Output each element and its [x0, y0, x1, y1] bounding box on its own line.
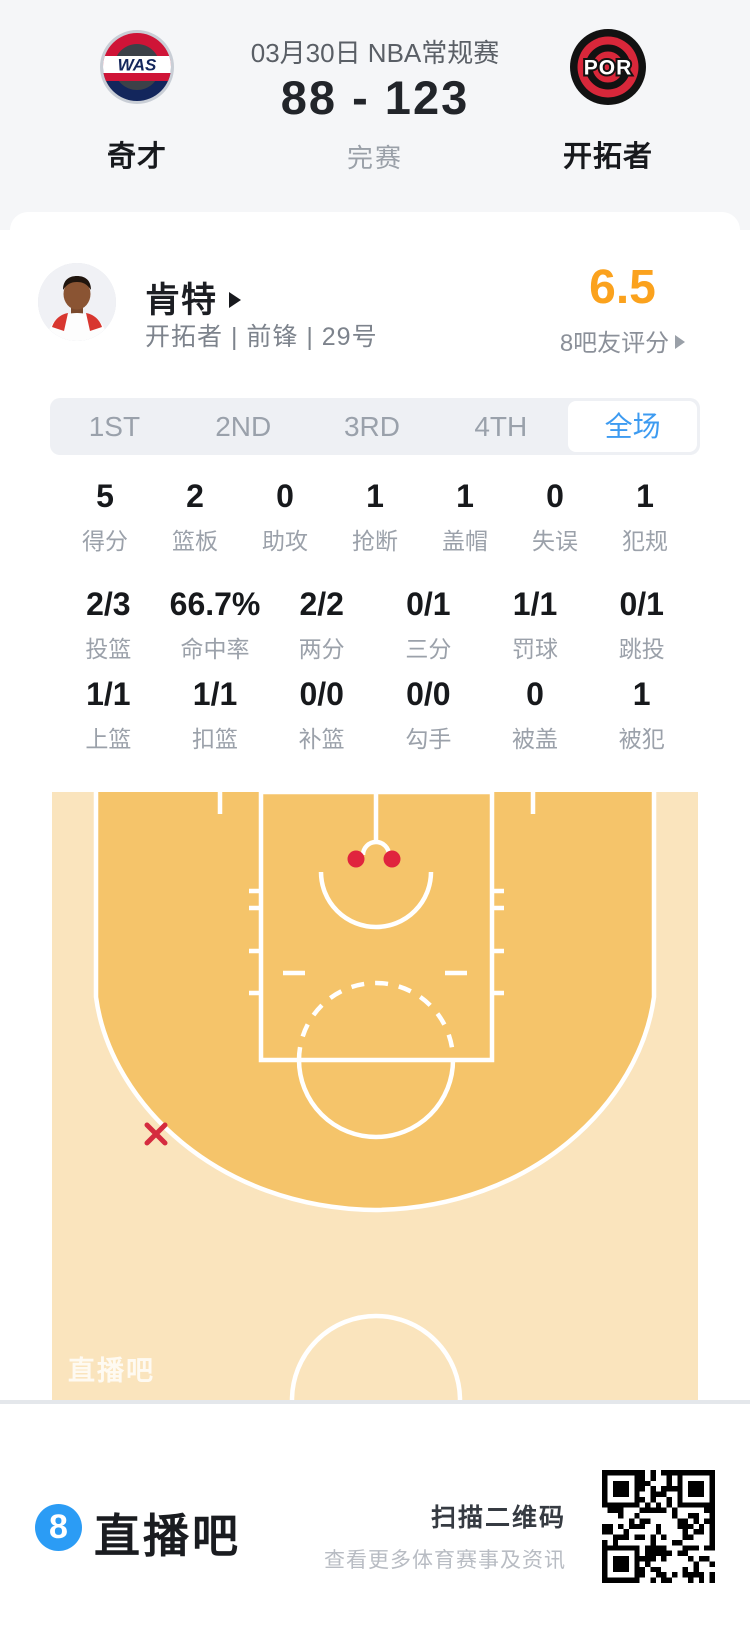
- stat-jumper: 0/1 跳投: [618, 586, 665, 662]
- stat-assists: 0 助攻: [262, 478, 308, 554]
- player-rating-block[interactable]: 6.5 8吧友评分: [535, 264, 710, 358]
- stat-hook: 0/0 勾手: [405, 676, 452, 752]
- brand-name: 直播吧: [94, 1510, 241, 1562]
- tab-full-game[interactable]: 全场: [568, 401, 697, 452]
- team-away[interactable]: POR 开拓者: [548, 29, 668, 175]
- stat-blocks: 1 盖帽: [442, 478, 488, 554]
- stat-3pt: 0/1 三分: [405, 586, 452, 662]
- stat-ft: 1/1 罚球: [512, 586, 559, 662]
- shot-chart: 直播吧: [52, 792, 698, 1400]
- rating-value: 6.5: [589, 261, 656, 314]
- court-svg: [52, 792, 698, 1400]
- blazers-logo-icon: POR: [570, 29, 646, 105]
- expand-arrow-icon: [229, 291, 242, 308]
- stats-row-basic: 5 得分 2 篮板 0 助攻 1 抢断 1 盖帽 0 失误 1 犯规: [60, 478, 690, 556]
- wizards-logo-icon: WAS: [100, 30, 174, 104]
- match-score: 88 - 123: [280, 71, 470, 124]
- tab-1st[interactable]: 1ST: [88, 411, 141, 442]
- court-watermark: 直播吧: [68, 1356, 155, 1386]
- stat-turnovers: 0 失误: [532, 478, 578, 554]
- stat-rebounds: 2 篮板: [172, 478, 218, 554]
- stat-putback: 0/0 补篮: [298, 676, 345, 752]
- rating-caption: 8吧友评分: [535, 323, 710, 358]
- more-arrow-icon: [675, 334, 686, 349]
- qr-title: 扫描二维码: [430, 1504, 566, 1532]
- match-date: 03月30日 NBA常规赛: [250, 38, 500, 68]
- stats-row-shooting: 2/3 投篮 66.7% 命中率 2/2 两分 0/1 三分 1/1 罚球 0/1 跳投: [55, 586, 695, 664]
- stat-fg: 2/3 投篮: [85, 586, 132, 662]
- stat-points: 5 得分: [82, 478, 128, 554]
- zhibo8-logo-icon: 8: [35, 1504, 82, 1551]
- player-avatar[interactable]: [38, 263, 116, 341]
- qr-subtitle: 查看更多体育赛事及资讯: [324, 1549, 566, 1572]
- quarter-tabs: 1ST 2ND 3RD 4TH 全场: [50, 398, 700, 455]
- footer-divider: [0, 1400, 750, 1404]
- player-name: 肯特: [145, 281, 218, 320]
- stat-blocked: 0 被盖: [512, 676, 559, 752]
- team-home[interactable]: WAS 奇才: [77, 29, 197, 175]
- team-away-name: 开拓者: [562, 141, 653, 173]
- qr-caption: 扫描二维码 查看更多体育赛事及资讯: [324, 1498, 566, 1574]
- tab-4th[interactable]: 4TH: [474, 411, 528, 442]
- shot-markers: [144, 850, 401, 1146]
- player-meta: 开拓者 | 前锋 | 29号: [145, 323, 378, 351]
- tab-3rd[interactable]: 3RD: [343, 411, 400, 442]
- stat-dunk: 1/1 扣篮: [192, 676, 238, 752]
- stat-2pt: 2/2 两分: [298, 586, 345, 662]
- stat-fouls: 1 犯规: [622, 478, 668, 554]
- match-status: 完赛: [346, 143, 403, 173]
- stat-steals: 1 抢断: [352, 478, 398, 554]
- stat-fg-pct: 66.7% 命中率: [169, 586, 261, 662]
- stat-layup: 1/1 上篮: [85, 676, 132, 752]
- team-home-name: 奇才: [106, 141, 167, 173]
- stat-fouled: 1 被犯: [618, 676, 665, 752]
- tab-2nd[interactable]: 2ND: [215, 411, 272, 442]
- qr-code: [602, 1470, 715, 1583]
- player-photo-icon: [38, 263, 116, 341]
- svg-text:POR: POR: [584, 57, 633, 80]
- stats-row-shot-types: 1/1 上篮 1/1 扣篮 0/0 补篮 0/0 勾手 0 被盖 1 被犯: [55, 676, 695, 754]
- rating-caption-text: 8吧友评分: [559, 330, 670, 357]
- footer: 8 直播吧 扫描二维码 查看更多体育赛事及资讯: [0, 1404, 750, 1629]
- svg-text:WAS: WAS: [118, 56, 157, 75]
- player-name-row[interactable]: 肯特: [145, 272, 242, 323]
